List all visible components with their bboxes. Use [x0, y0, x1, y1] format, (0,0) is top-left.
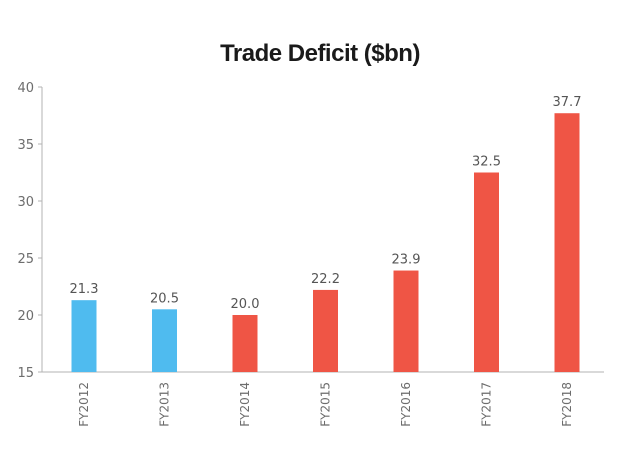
bar-fy2013	[152, 309, 177, 372]
bar-fy2012	[71, 300, 97, 372]
y-tick-label: 15	[17, 366, 34, 381]
bar-fy2015	[313, 289, 338, 372]
x-category-label: FY2013	[158, 382, 172, 427]
y-tick-label: 35	[17, 138, 34, 153]
bar-fy2014	[232, 315, 258, 372]
x-category-label: FY2017	[480, 382, 494, 427]
x-category-label: FY2015	[319, 382, 333, 427]
data-label: 23.9	[392, 253, 421, 268]
data-label: 37.7	[553, 95, 582, 110]
bars	[71, 113, 580, 372]
data-label: 20.5	[150, 291, 179, 306]
data-label: 32.5	[472, 155, 501, 170]
y-tick-label: 30	[17, 195, 34, 210]
x-category-label: FY2018	[560, 382, 574, 427]
data-labels: 21.3 20.5 20.0 22.2 23.9 32.5 37.7	[70, 95, 582, 312]
chart-title: Trade Deficit ($bn)	[220, 40, 420, 67]
data-label: 22.2	[311, 272, 340, 287]
y-tick-label: 25	[17, 252, 34, 267]
x-category-label: FY2016	[399, 382, 413, 427]
bar-fy2016	[393, 270, 419, 372]
bar-fy2017	[474, 172, 499, 372]
x-category-label: FY2014	[238, 382, 252, 427]
bar-fy2018	[554, 113, 580, 372]
x-category-label: FY2012	[77, 382, 91, 427]
y-tick-labels: 15 20 25 30 35 40	[17, 81, 34, 381]
x-category-labels: FY2012 FY2013 FY2014 FY2015 FY2016 FY2017 FY20…	[77, 382, 574, 427]
y-tick-label: 20	[17, 309, 34, 324]
data-label: 20.0	[231, 297, 260, 312]
data-label: 21.3	[70, 282, 99, 297]
y-tick-label: 40	[17, 81, 34, 96]
